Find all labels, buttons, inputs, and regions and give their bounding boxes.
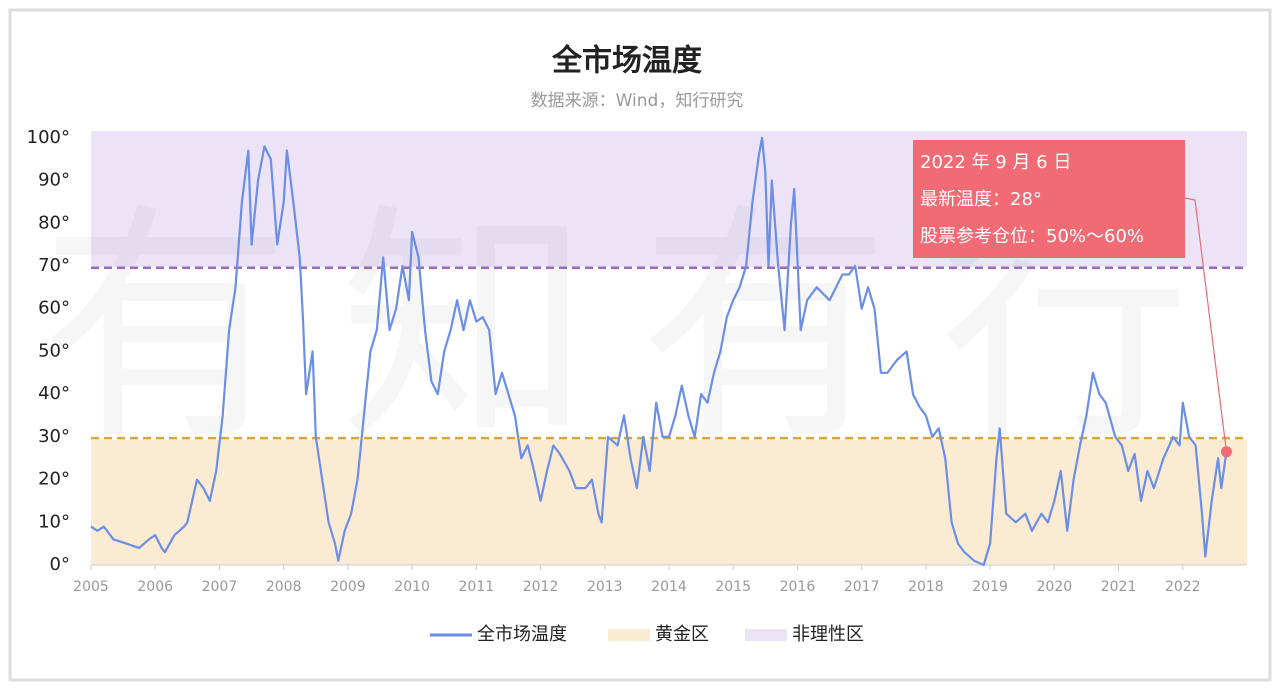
y-tick-label: 90°: [38, 170, 70, 191]
x-tick-label: 2007: [202, 579, 238, 595]
legend-swatch: [745, 629, 787, 641]
x-tick-label: 2010: [394, 579, 430, 595]
x-tick-label: 2020: [1037, 579, 1073, 595]
legend-label: 非理性区: [792, 624, 864, 645]
annotation-connector: [1184, 197, 1228, 452]
x-tick-label: 2011: [459, 579, 495, 595]
chart-title: 全市场温度: [551, 44, 702, 79]
y-tick-label: 50°: [38, 340, 70, 361]
annotation-text: 2022 年 9 月 6 日: [920, 152, 1071, 173]
annotation-text: 股票参考仓位：50%～60%: [920, 226, 1144, 247]
y-tick-label: 0°: [50, 554, 70, 575]
legend-swatch: [608, 629, 650, 641]
x-tick-label: 2008: [266, 579, 302, 595]
y-tick-label: 10°: [38, 511, 70, 532]
y-tick-label: 40°: [38, 383, 70, 404]
x-tick-label: 2005: [73, 579, 109, 595]
annotation-box: [913, 140, 1185, 258]
x-tick-label: 2022: [1165, 579, 1201, 595]
x-tick-label: 2019: [972, 579, 1008, 595]
y-tick-label: 30°: [38, 426, 70, 447]
x-tick-label: 2018: [908, 579, 944, 595]
x-tick-label: 2009: [330, 579, 366, 595]
y-tick-label: 80°: [38, 212, 70, 233]
y-tick-label: 100°: [27, 127, 70, 148]
x-tick-label: 2021: [1101, 579, 1137, 595]
x-tick-label: 2014: [651, 579, 687, 595]
chart-subtitle: 数据来源：Wind，知行研究: [531, 91, 744, 111]
x-tick-label: 2016: [780, 579, 816, 595]
x-tick-label: 2012: [523, 579, 559, 595]
x-tick-label: 2015: [715, 579, 751, 595]
legend-label: 全市场温度: [477, 624, 567, 645]
legend-label: 黄金区: [655, 624, 709, 645]
y-tick-label: 60°: [38, 298, 70, 319]
y-tick-label: 70°: [38, 255, 70, 276]
latest-point: [1220, 446, 1232, 458]
y-tick-label: 20°: [38, 469, 70, 490]
annotation-text: 最新温度：28°: [920, 189, 1042, 210]
x-tick-label: 2017: [844, 579, 880, 595]
frame: [8, 8, 1272, 682]
x-tick-label: 2013: [587, 579, 623, 595]
series-line: [90, 136, 1228, 567]
x-tick-label: 2006: [137, 579, 173, 595]
